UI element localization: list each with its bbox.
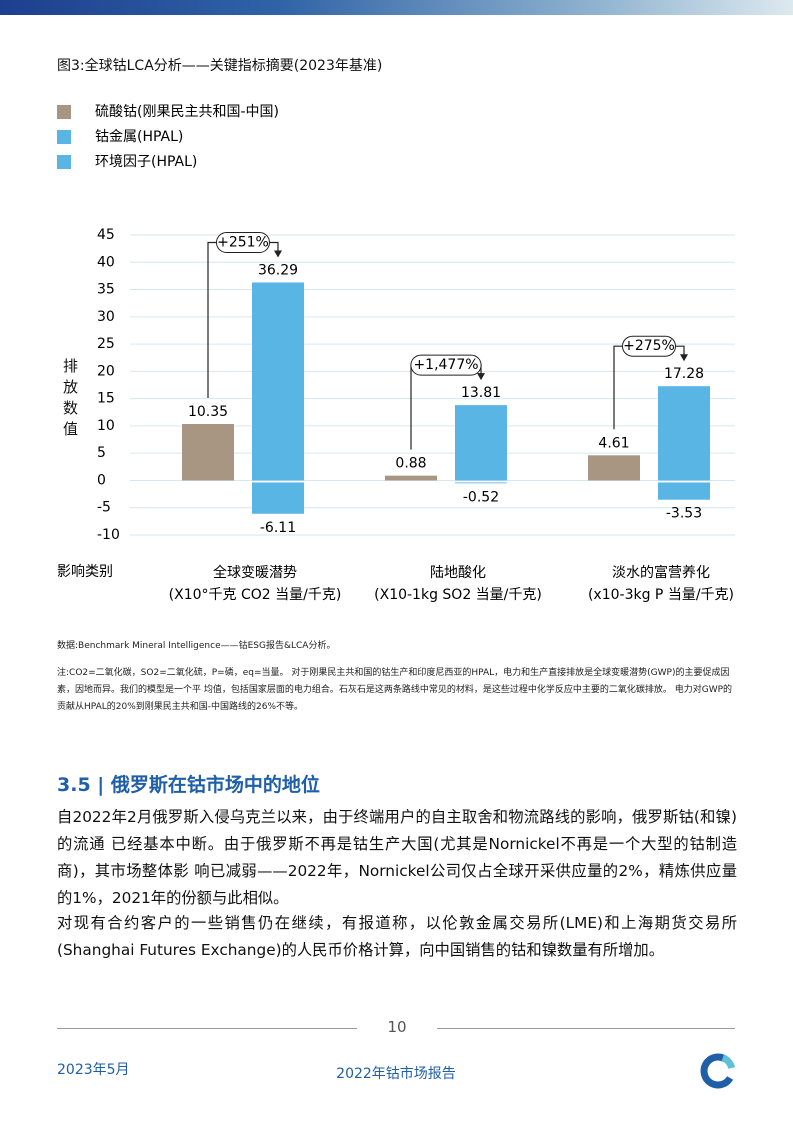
category-label: 全球变暖潜势 xyxy=(213,564,297,581)
legend-label: 环境因子(HPAL) xyxy=(95,154,197,170)
x-axis-label: 影响类别 xyxy=(57,564,113,580)
bar xyxy=(455,405,507,481)
arrow-head xyxy=(680,354,688,362)
figure-title: 图3:全球钴LCA分析——关键指标摘要(2023年基准) xyxy=(57,58,383,74)
annotation-box xyxy=(410,354,482,376)
category-unit: (x10-3kg P 当量/千克) xyxy=(588,587,734,603)
logo-accent xyxy=(700,1053,736,1089)
y-tick-label: 25 xyxy=(97,336,115,352)
y-axis-label: 排放数值 xyxy=(61,358,79,442)
bar xyxy=(182,424,234,481)
value-label: 17.28 xyxy=(664,366,704,382)
value-label: 36.29 xyxy=(258,263,298,279)
legend-swatch xyxy=(57,105,71,119)
category-unit: (X10-1kg SO2 当量/千克) xyxy=(374,587,542,603)
y-tick-label: 35 xyxy=(97,282,115,298)
y-tick-label: 20 xyxy=(97,363,115,379)
value-label: -0.52 xyxy=(463,489,499,505)
logo xyxy=(700,1053,736,1089)
y-tick-label: 40 xyxy=(97,254,115,270)
footer-date: 2023年5月 xyxy=(57,1062,130,1078)
paragraph: 对现有合约客户的一些销售仍在继续，有报道称，以伦敦金属交易所(LME)和上海期货… xyxy=(57,914,737,959)
footer-line xyxy=(57,1028,357,1029)
bar xyxy=(658,482,710,500)
category-label: 陆地酸化 xyxy=(430,565,486,581)
footer-report: 2022年钴市场报告 xyxy=(336,1066,456,1082)
category-label: 淡水的富营养化 xyxy=(612,564,710,581)
y-tick-label: 10 xyxy=(97,418,115,434)
annotation: +251% xyxy=(217,235,269,251)
arrow-head xyxy=(477,373,485,381)
y-tick-label: -10 xyxy=(97,527,120,543)
y-tick-label: 30 xyxy=(97,309,115,325)
y-tick-label: 0 xyxy=(97,472,106,488)
bar xyxy=(252,482,304,514)
value-label: 10.35 xyxy=(188,404,228,420)
note: 注:CO2=二氧化碳，SO2=二氧化硫，P=磷，eq=当量。 对于刚果民主共和国… xyxy=(57,668,733,712)
logo-ring xyxy=(700,1053,736,1089)
y-tick-label: 45 xyxy=(97,227,115,243)
legend-swatch xyxy=(57,130,71,144)
legend-label: 钴金属(HPAL) xyxy=(95,129,183,145)
bar xyxy=(658,386,710,481)
paragraph: 自2022年2月俄罗斯入侵乌克兰以来，由于终端用户的自主取舍和物流路线的影响，俄… xyxy=(57,808,737,907)
annotation-box xyxy=(622,335,676,357)
value-label: 4.61 xyxy=(598,435,629,451)
legend-label: 硫酸钴(刚果民主共和国-中国) xyxy=(95,104,279,120)
annotation: +1,477% xyxy=(413,357,478,373)
chart: 硫酸钴(刚果民主共和国-中国) 钴金属(HPAL) 环境因子(HPAL) -10 -5 0… xyxy=(57,104,735,603)
bar xyxy=(385,475,437,481)
value-label: 0.88 xyxy=(395,456,426,472)
y-tick-label: 5 xyxy=(97,445,106,461)
arrow-head xyxy=(274,250,282,258)
bar xyxy=(252,282,304,481)
section-heading: 3.5 | 俄罗斯在钴市场中的地位 xyxy=(57,774,320,796)
value-label: -3.53 xyxy=(666,506,702,522)
footer-line xyxy=(437,1028,735,1029)
y-tick-label: -5 xyxy=(97,500,111,516)
value-label: -6.11 xyxy=(260,520,296,536)
value-label: 13.81 xyxy=(461,385,501,401)
source: 数据:Benchmark Mineral Intelligence——钴ESG报… xyxy=(57,641,336,651)
y-tick-label: 15 xyxy=(97,391,115,407)
bar xyxy=(455,482,507,484)
legend-swatch xyxy=(57,155,71,169)
annotation-box xyxy=(216,232,270,254)
category-unit: (X10°千克 CO2 当量/千克) xyxy=(169,587,342,603)
page-number: 10 xyxy=(387,1018,407,1036)
annotation: +275% xyxy=(623,338,675,354)
top-bar xyxy=(0,0,793,15)
bar xyxy=(588,455,640,481)
